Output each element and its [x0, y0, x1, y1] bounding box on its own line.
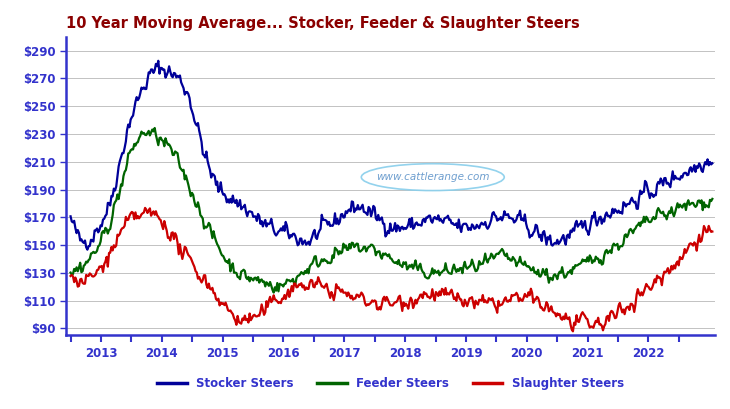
Legend: Stocker Steers, Feeder Steers, Slaughter Steers: Stocker Steers, Feeder Steers, Slaughter…	[153, 373, 629, 395]
Ellipse shape	[361, 164, 504, 191]
Text: 10 Year Moving Average... Stocker, Feeder & Slaughter Steers: 10 Year Moving Average... Stocker, Feede…	[66, 16, 580, 31]
Text: www.cattlerange.com: www.cattlerange.com	[376, 172, 490, 182]
